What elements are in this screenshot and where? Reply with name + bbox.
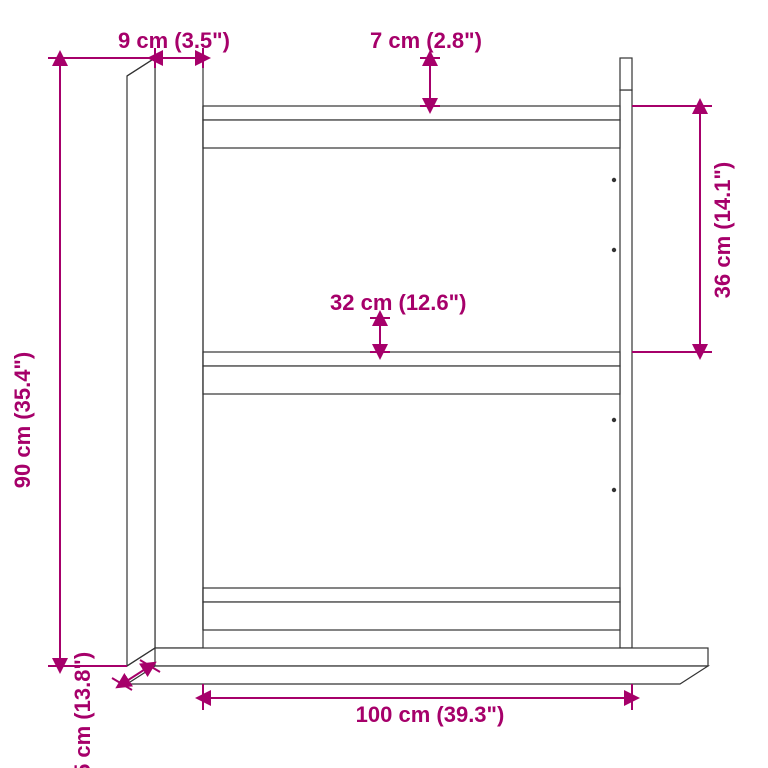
- bookshelf-outline: [127, 58, 708, 684]
- dimension-diagram: 9 cm (3.5") 7 cm (2.8") 90 cm (35.4") 36 cm…: [0, 0, 768, 768]
- dim-label-mid_gap: 32 cm (12.6"): [330, 290, 466, 315]
- dim-label-height: 90 cm (35.4"): [10, 352, 35, 488]
- dim-label-depth: 35 cm (13.8"): [70, 652, 95, 768]
- dim-label-shelf_height: 36 cm (14.1"): [710, 162, 735, 298]
- dim-label-top_gap: 7 cm (2.8"): [370, 28, 482, 53]
- dim-label-panel_width: 9 cm (3.5"): [118, 28, 230, 53]
- dim-label-width: 100 cm (39.3"): [356, 702, 505, 727]
